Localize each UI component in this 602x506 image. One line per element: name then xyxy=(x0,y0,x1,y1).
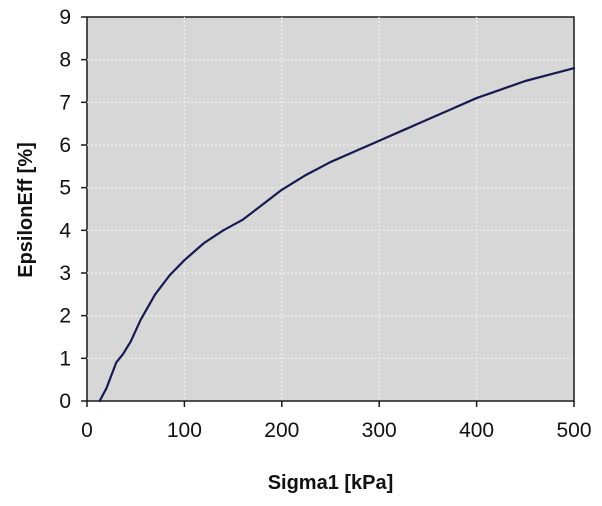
axis-ticks xyxy=(81,16,575,407)
x-tick-label: 500 xyxy=(556,419,591,442)
y-tick-label: 8 xyxy=(59,49,71,72)
x-tick-labels: 0 100 200 300 400 500 xyxy=(81,419,591,442)
y-tick-label: 3 xyxy=(59,262,71,285)
y-axis-title: EpsilonEff [%] xyxy=(15,142,37,278)
x-tick-label: 200 xyxy=(264,419,299,442)
x-tick-label: 100 xyxy=(167,419,202,442)
x-tick-label: 400 xyxy=(459,419,494,442)
y-tick-label: 4 xyxy=(59,219,71,242)
series-line-epsiloneff xyxy=(98,67,576,403)
y-tick-label: 2 xyxy=(59,305,71,328)
x-tick-label: 0 xyxy=(81,419,93,442)
y-tick-label: 5 xyxy=(59,177,71,200)
x-axis-title: Sigma1 [kPa] xyxy=(268,472,394,494)
y-tick-label: 0 xyxy=(59,390,71,413)
x-tick-label: 300 xyxy=(362,419,397,442)
y-tick-label: 1 xyxy=(59,347,71,370)
y-tick-label: 9 xyxy=(59,6,71,29)
plot-area xyxy=(86,16,575,402)
grid-lines xyxy=(87,17,574,401)
y-tick-labels: 0 1 2 3 4 5 6 7 8 9 xyxy=(59,6,71,413)
y-tick-label: 6 xyxy=(59,134,71,157)
y-tick-label: 7 xyxy=(59,91,71,114)
